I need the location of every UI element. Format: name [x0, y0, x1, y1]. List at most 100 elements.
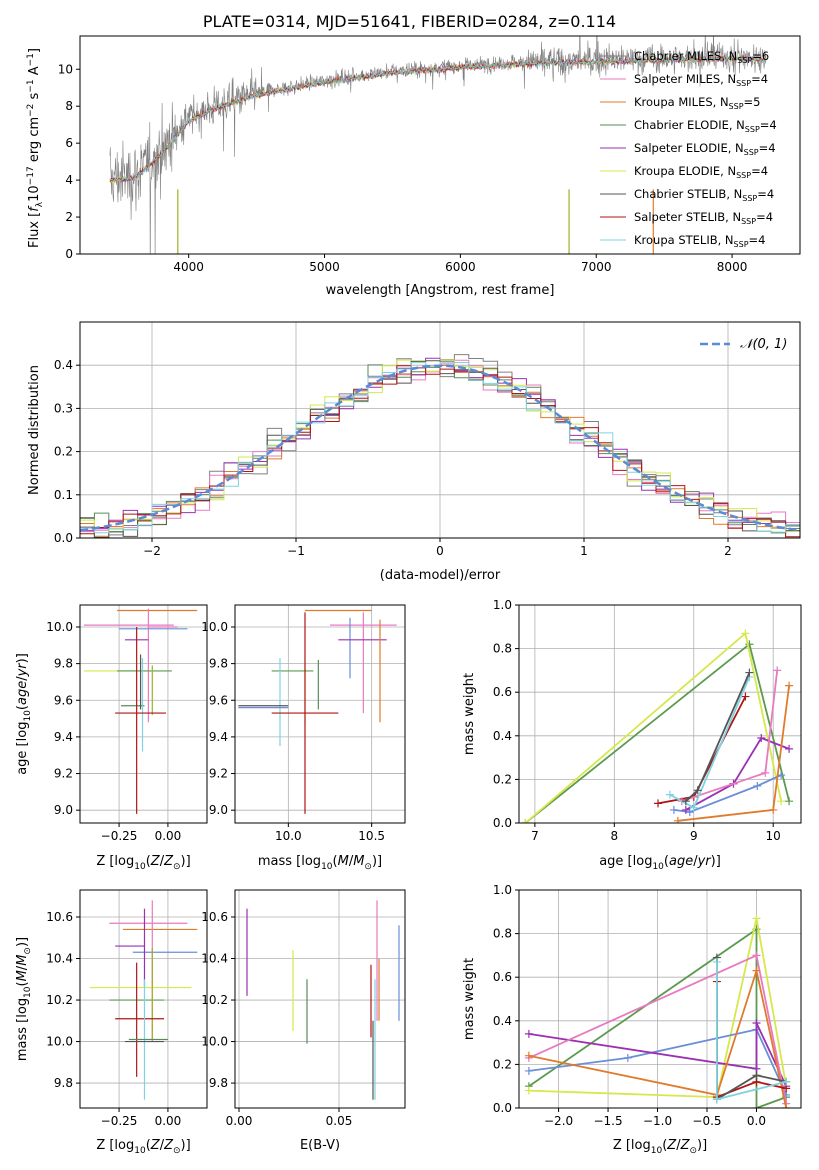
age-vs-mass-plot	[238, 609, 397, 814]
y-tick-label: 4	[65, 173, 73, 187]
y-tick-label: 0.6	[493, 970, 512, 984]
y-tick-label: 0.1	[54, 488, 73, 502]
x-axis-label: Z [log10(Z/Z⊙)]	[613, 1138, 707, 1156]
x-tick-label: 4000	[173, 260, 204, 274]
weight-series-line	[685, 736, 790, 811]
y-tick-label: 0.3	[54, 401, 73, 415]
age-vs-Z-panel: −0.25 0.00 9.0 9.2 9.4 9.6 9.8 10.0 Z [log10(Z/Z…	[15, 604, 208, 872]
spectrum-panel: 4000 5000 6000 7000 8000 0 2 4 6 8 10 wavelength [A…	[26, 35, 801, 298]
weight-point	[752, 914, 761, 923]
legend-entry: 𝒩(0, 1)	[740, 337, 787, 352]
weight-point	[524, 1029, 533, 1038]
x-tick-label: −2.0	[544, 1114, 573, 1128]
y-tick-label: 0.2	[54, 445, 73, 459]
axes-frame	[518, 889, 802, 1109]
y-tick-label: 10	[58, 62, 73, 76]
weight-series-line	[524, 631, 782, 823]
y-tick-label: 10.0	[46, 1035, 73, 1049]
y-tick-label: 10.0	[201, 620, 228, 634]
normal-curve	[80, 364, 800, 532]
y-tick-label: 9.2	[54, 767, 73, 781]
weight-point	[773, 666, 782, 675]
x-tick-label: 0.00	[155, 829, 182, 843]
weight-point	[741, 692, 750, 701]
weight-point	[521, 819, 530, 823]
x-tick-label: 10.5	[358, 829, 385, 843]
y-tick-label: 6	[65, 136, 73, 150]
x-tick-label: 5000	[309, 260, 340, 274]
weight-series-line	[528, 1022, 788, 1087]
weight-point	[669, 805, 678, 814]
y-axis-label: Flux [fλ10−17 erg cm−2 s−1 A−1]	[26, 48, 45, 248]
y-tick-label: 9.4	[54, 730, 73, 744]
y-tick-label: 0.0	[54, 531, 73, 545]
legend-entry: Kroupa ELODIE, NSSP=4	[634, 164, 768, 180]
x-tick-label: −0.5	[692, 1114, 721, 1128]
axes-frame	[518, 604, 802, 824]
figure-title: PLATE=0314, MJD=51641, FIBERID=0284, z=0…	[202, 12, 617, 31]
mass-vs-ebv-panel: 0.00 0.05 9.8 10.0 10.2 10.4 10.6 E(B-V)	[201, 889, 406, 1153]
weight-point	[752, 1104, 761, 1108]
weight-point	[712, 1095, 721, 1104]
y-tick-label: 0.4	[493, 729, 512, 743]
legend-entry: Salpeter MILES, NSSP=4	[634, 72, 768, 88]
x-axis-label: Z [log10(Z/Z⊙)]	[96, 854, 190, 872]
y-tick-label: 9.0	[209, 803, 228, 817]
y-tick-label: 10.4	[46, 952, 73, 966]
weight-point	[681, 805, 690, 814]
x-tick-label: 10.0	[275, 829, 302, 843]
legend-entry: Chabrier STELIB, NSSP=4	[634, 187, 774, 203]
x-tick-label: 1	[580, 544, 588, 558]
y-tick-label: 0.0	[493, 1101, 512, 1115]
x-axis-label: wavelength [Angstrom, rest frame]	[326, 283, 555, 298]
spectrum-plot	[109, 36, 767, 254]
y-tick-label: 10.4	[201, 952, 228, 966]
y-tick-label: 9.2	[209, 767, 228, 781]
x-tick-label: 0	[436, 544, 444, 558]
x-axis-label: (data-model)/error	[380, 568, 501, 583]
weight-point	[673, 816, 682, 823]
mass-vs-Z-panel: −0.25 0.00 9.8 10.0 10.2 10.4 10.6 Z [log10(Z/Z…	[15, 889, 208, 1156]
legend-entry: Chabrier ELODIE, NSSP=4	[634, 118, 777, 134]
x-tick-label: 7000	[581, 260, 612, 274]
y-axis-label: mass weight	[462, 958, 477, 1040]
y-tick-label: 10.6	[201, 910, 228, 924]
y-tick-label: 1.0	[493, 883, 512, 897]
weight-point	[654, 799, 663, 808]
weight-point	[524, 1086, 533, 1095]
y-tick-label: 0.2	[493, 772, 512, 786]
weight-point	[782, 1077, 791, 1086]
y-tick-label: 9.4	[209, 730, 228, 744]
y-tick-label: 0.4	[493, 1014, 512, 1028]
y-tick-label: 9.0	[54, 803, 73, 817]
legend-entry: Chabrier MILES, NSSP=6	[634, 49, 769, 65]
weight-series-line	[528, 918, 788, 1099]
weight-point	[689, 803, 698, 812]
y-tick-label: 8	[65, 99, 73, 113]
x-tick-label: −2	[143, 544, 161, 558]
mass-vs-ebv-plot	[246, 900, 400, 1100]
histogram-series	[80, 365, 800, 538]
y-axis-label: age [log10(age/yr)]	[15, 653, 33, 775]
y-tick-label: 10.2	[201, 993, 228, 1007]
weight-point	[761, 768, 770, 777]
x-tick-label: 8000	[717, 260, 748, 274]
weight-point	[753, 781, 762, 790]
x-tick-label: −0.25	[101, 1114, 138, 1128]
weight-series-line	[669, 676, 751, 809]
weight-point	[524, 1066, 533, 1075]
x-tick-label: 0.00	[226, 1114, 253, 1128]
weight-point	[752, 951, 761, 960]
y-tick-label: 10.6	[46, 910, 73, 924]
y-tick-label: 9.8	[209, 657, 228, 671]
weight-point	[712, 957, 721, 966]
weight-point	[782, 1104, 791, 1108]
model-spectrum	[109, 54, 767, 182]
x-tick-label: 2	[724, 544, 732, 558]
weight-vs-age-plot	[521, 629, 794, 823]
weight-point	[785, 797, 794, 806]
y-tick-label: 0.0	[493, 816, 512, 830]
x-tick-label: 7	[531, 829, 539, 843]
weight-point	[785, 744, 794, 753]
